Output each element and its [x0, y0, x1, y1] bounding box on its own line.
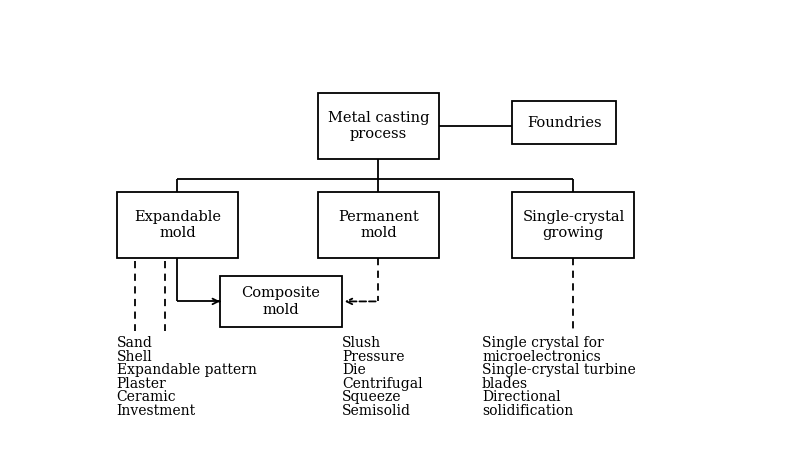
Text: Ceramic: Ceramic: [116, 390, 176, 404]
Text: Die: Die: [342, 363, 365, 377]
Text: microelectronics: microelectronics: [482, 350, 601, 364]
Bar: [318, 192, 439, 258]
Text: Shell: Shell: [116, 350, 152, 364]
Text: Single-crystal
growing: Single-crystal growing: [522, 210, 625, 240]
Text: solidification: solidification: [482, 404, 573, 418]
Text: Plaster: Plaster: [116, 377, 167, 391]
Text: Expandable
mold: Expandable mold: [134, 210, 221, 240]
Text: Metal casting
process: Metal casting process: [328, 111, 429, 141]
Text: Composite
mold: Composite mold: [241, 286, 321, 317]
Bar: [220, 276, 342, 327]
Text: Investment: Investment: [116, 404, 196, 418]
Bar: [512, 100, 616, 145]
Text: Centrifugal: Centrifugal: [342, 377, 423, 391]
Text: Single-crystal turbine: Single-crystal turbine: [482, 363, 636, 377]
Text: blades: blades: [482, 377, 528, 391]
Text: Expandable pattern: Expandable pattern: [116, 363, 256, 377]
Text: Sand: Sand: [116, 336, 152, 350]
Bar: [318, 93, 439, 159]
Text: Pressure: Pressure: [342, 350, 405, 364]
Text: Squeeze: Squeeze: [342, 390, 402, 404]
Text: Directional: Directional: [482, 390, 560, 404]
Text: Single crystal for: Single crystal for: [482, 336, 604, 350]
Text: Foundries: Foundries: [527, 116, 601, 129]
Text: Slush: Slush: [342, 336, 381, 350]
Bar: [512, 192, 634, 258]
Bar: [116, 192, 238, 258]
Text: Permanent
mold: Permanent mold: [338, 210, 419, 240]
Text: Semisolid: Semisolid: [342, 404, 411, 418]
